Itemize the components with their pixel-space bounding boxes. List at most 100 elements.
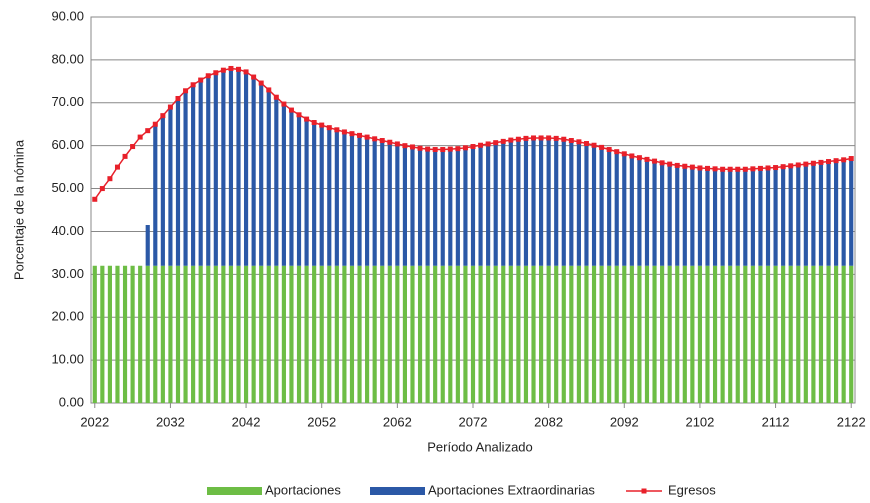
marker bbox=[425, 146, 431, 152]
bar bbox=[425, 265, 430, 403]
bar bbox=[811, 265, 816, 403]
bar bbox=[206, 75, 211, 266]
marker bbox=[251, 74, 257, 80]
bar bbox=[712, 168, 718, 266]
bar bbox=[508, 265, 513, 403]
bar bbox=[160, 115, 165, 266]
marker bbox=[183, 88, 189, 94]
marker bbox=[568, 138, 574, 144]
bar bbox=[274, 265, 279, 403]
bar bbox=[478, 145, 483, 266]
bar bbox=[175, 98, 181, 266]
bar bbox=[523, 138, 529, 266]
bar bbox=[728, 265, 733, 403]
bar bbox=[644, 159, 650, 266]
marker bbox=[137, 134, 143, 140]
bar bbox=[735, 265, 740, 403]
bar bbox=[728, 169, 733, 266]
bar bbox=[145, 265, 150, 403]
bar bbox=[289, 110, 294, 266]
bar bbox=[781, 265, 786, 403]
bar bbox=[410, 265, 415, 403]
bar bbox=[788, 165, 793, 266]
bar bbox=[228, 265, 234, 403]
bar bbox=[319, 265, 324, 403]
y-tick-label: 40.00 bbox=[51, 223, 84, 238]
legend-swatch bbox=[370, 487, 425, 495]
bar bbox=[213, 72, 218, 266]
bar bbox=[387, 265, 392, 403]
bar bbox=[554, 138, 559, 266]
bar bbox=[667, 265, 672, 403]
bar bbox=[599, 265, 604, 403]
bar bbox=[417, 148, 423, 266]
marker bbox=[311, 120, 317, 126]
bar bbox=[296, 265, 302, 403]
marker bbox=[258, 80, 264, 86]
marker bbox=[508, 137, 514, 143]
bar bbox=[327, 127, 332, 266]
bar bbox=[349, 265, 355, 403]
marker bbox=[266, 87, 272, 93]
marker bbox=[228, 65, 234, 71]
bar bbox=[107, 265, 112, 403]
bar bbox=[92, 265, 97, 403]
marker bbox=[576, 139, 582, 145]
bar bbox=[765, 167, 771, 266]
bar bbox=[788, 265, 793, 403]
marker bbox=[296, 112, 302, 118]
bar bbox=[198, 265, 203, 403]
marker bbox=[349, 131, 355, 137]
bar bbox=[455, 265, 460, 403]
bar bbox=[372, 138, 377, 266]
bar bbox=[160, 265, 165, 403]
marker bbox=[765, 165, 771, 171]
bar bbox=[387, 142, 392, 266]
marker bbox=[848, 156, 854, 162]
bar bbox=[236, 265, 241, 403]
bar bbox=[243, 265, 249, 403]
bar bbox=[849, 158, 854, 266]
y-tick-label: 0.00 bbox=[59, 394, 84, 409]
x-tick-label: 2072 bbox=[459, 414, 488, 429]
bar bbox=[327, 265, 332, 403]
legend-label: Aportaciones bbox=[265, 482, 341, 497]
bar bbox=[796, 265, 801, 403]
marker bbox=[372, 136, 378, 142]
marker bbox=[629, 153, 635, 159]
x-tick-label: 2092 bbox=[610, 414, 639, 429]
bar bbox=[660, 162, 665, 266]
marker bbox=[833, 158, 839, 164]
legend-label: Egresos bbox=[668, 482, 716, 497]
marker bbox=[364, 134, 370, 140]
bar bbox=[433, 265, 438, 403]
bar bbox=[675, 265, 680, 403]
bar bbox=[576, 265, 581, 403]
bar bbox=[440, 149, 445, 266]
bar bbox=[342, 131, 347, 266]
bar bbox=[629, 155, 634, 266]
bar bbox=[153, 265, 158, 403]
bar bbox=[697, 167, 703, 266]
marker bbox=[810, 160, 816, 166]
marker bbox=[470, 144, 476, 150]
legend-label: Aportaciones Extraordinarias bbox=[428, 482, 595, 497]
bar bbox=[206, 265, 211, 403]
y-axis-label: Porcentaje de la nómina bbox=[11, 139, 26, 280]
y-tick-label: 30.00 bbox=[51, 266, 84, 281]
x-tick-label: 2042 bbox=[232, 414, 261, 429]
bar bbox=[281, 265, 286, 403]
bar bbox=[584, 143, 589, 266]
bar bbox=[682, 265, 687, 403]
marker bbox=[341, 129, 347, 135]
bar bbox=[259, 265, 264, 403]
bar bbox=[637, 157, 642, 266]
marker bbox=[440, 147, 446, 153]
bar bbox=[365, 137, 370, 266]
bar bbox=[834, 265, 839, 403]
bar bbox=[402, 265, 408, 403]
bar bbox=[660, 265, 665, 403]
bar bbox=[538, 265, 544, 403]
y-tick-label: 50.00 bbox=[51, 180, 84, 195]
bar bbox=[743, 169, 748, 266]
